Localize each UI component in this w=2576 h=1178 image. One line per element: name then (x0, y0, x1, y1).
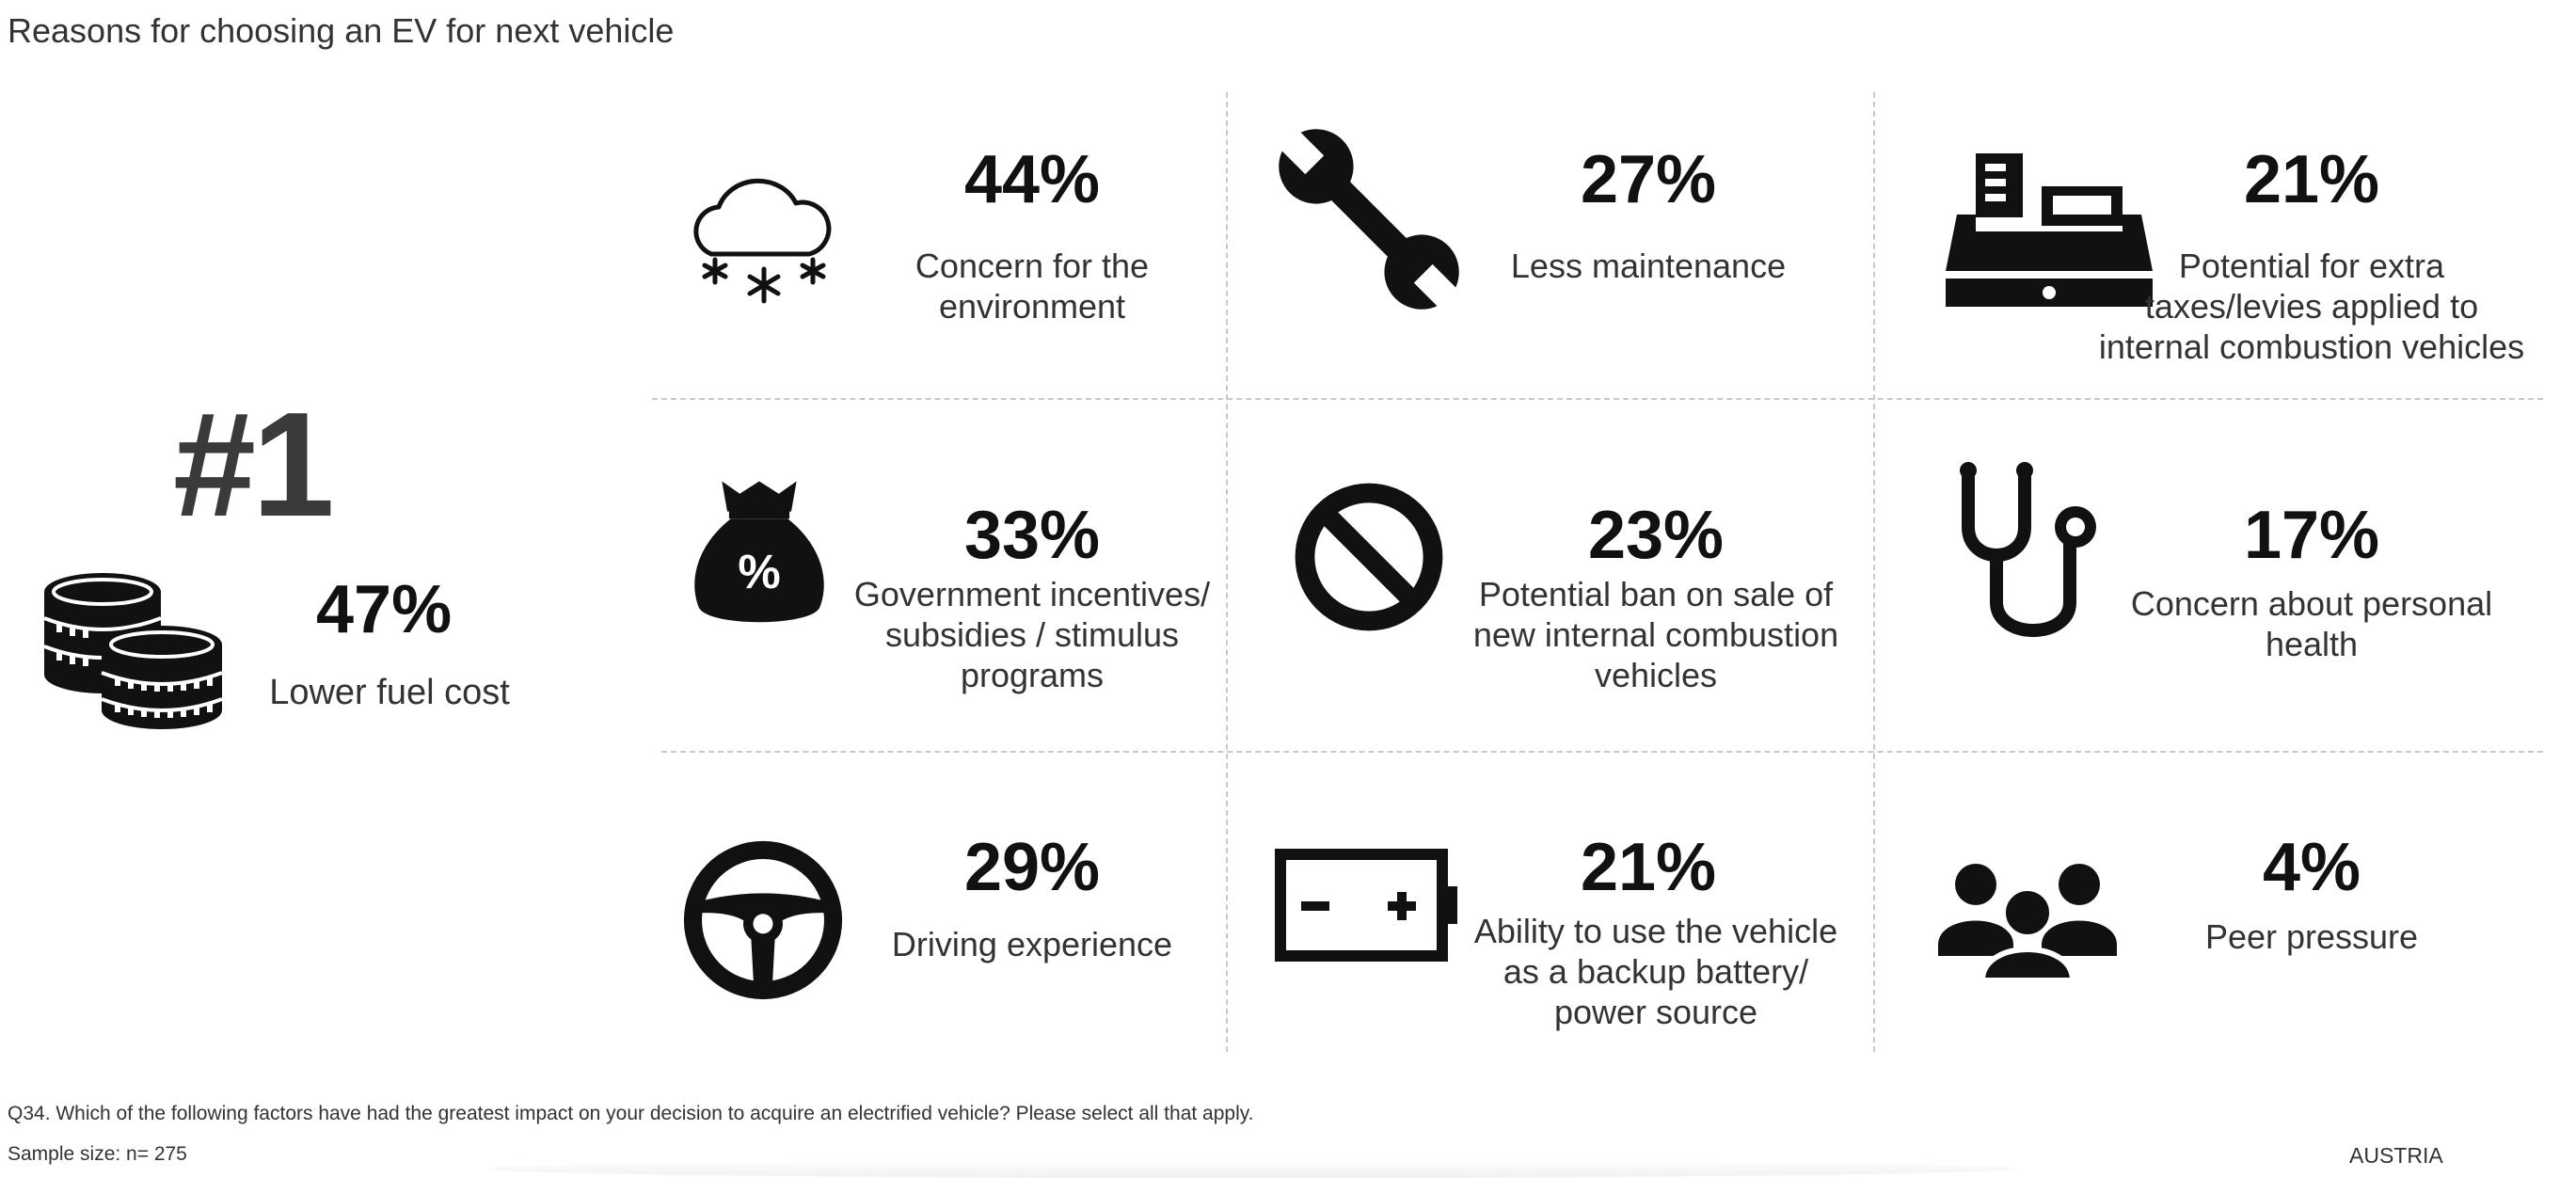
snow-cloud-icon (693, 178, 832, 304)
top-rank: #1 (173, 382, 335, 548)
money-bag-icon: % (694, 481, 824, 623)
cell-value: 33% (963, 498, 1101, 573)
svg-text:%: % (738, 545, 780, 598)
country-label: AUSTRIA (2349, 1143, 2443, 1168)
grid-divider-horizontal-2 (661, 751, 2543, 753)
bottom-shadow (489, 1159, 2013, 1178)
grid-divider-vertical-1 (1226, 92, 1228, 1052)
prohibited-icon (1295, 483, 1443, 631)
steering-wheel-icon (683, 840, 843, 1000)
cash-register-icon (1946, 153, 2153, 307)
grid-divider-horizontal-1 (652, 398, 2543, 400)
cell-value: 21% (2243, 142, 2380, 217)
cell-label: Driving experience (891, 925, 1173, 963)
cell-label: Potential for extra taxes/levies applied… (2098, 247, 2525, 366)
group-icon (1938, 864, 2117, 980)
wrench-icon (1277, 127, 1461, 311)
top-value: 47% (316, 572, 453, 647)
cell-label: Government incentives/ subsidies / stimu… (853, 575, 1211, 694)
coins-icon (43, 573, 223, 729)
cell-value: 17% (2243, 498, 2380, 573)
cell-label: Concern about personal health (2130, 584, 2493, 663)
page-title: Reasons for choosing an EV for next vehi… (8, 11, 675, 50)
top-label: Lower fuel cost (269, 673, 510, 712)
cell-label: Peer pressure (2204, 917, 2419, 956)
grid-divider-vertical-2 (1873, 92, 1875, 1052)
cell-label: Potential ban on sale of new internal co… (1472, 575, 1839, 694)
question-footnote: Q34. Which of the following factors have… (8, 1103, 1254, 1124)
sample-size: Sample size: n= 275 (8, 1143, 187, 1165)
cell-value: 27% (1580, 142, 1717, 217)
cell-value: 23% (1587, 498, 1725, 573)
cell-label: Less maintenance (1510, 247, 1787, 285)
cell-label: Ability to use the vehicle as a backup b… (1473, 912, 1838, 1031)
stethoscope-icon (1960, 462, 2096, 637)
cell-value: 29% (963, 830, 1101, 905)
battery-icon (1275, 849, 1457, 962)
cell-value: 4% (2262, 830, 2361, 905)
cell-value: 44% (963, 142, 1101, 217)
cell-label: Concern for the environment (914, 247, 1150, 326)
cell-value: 21% (1580, 830, 1717, 905)
